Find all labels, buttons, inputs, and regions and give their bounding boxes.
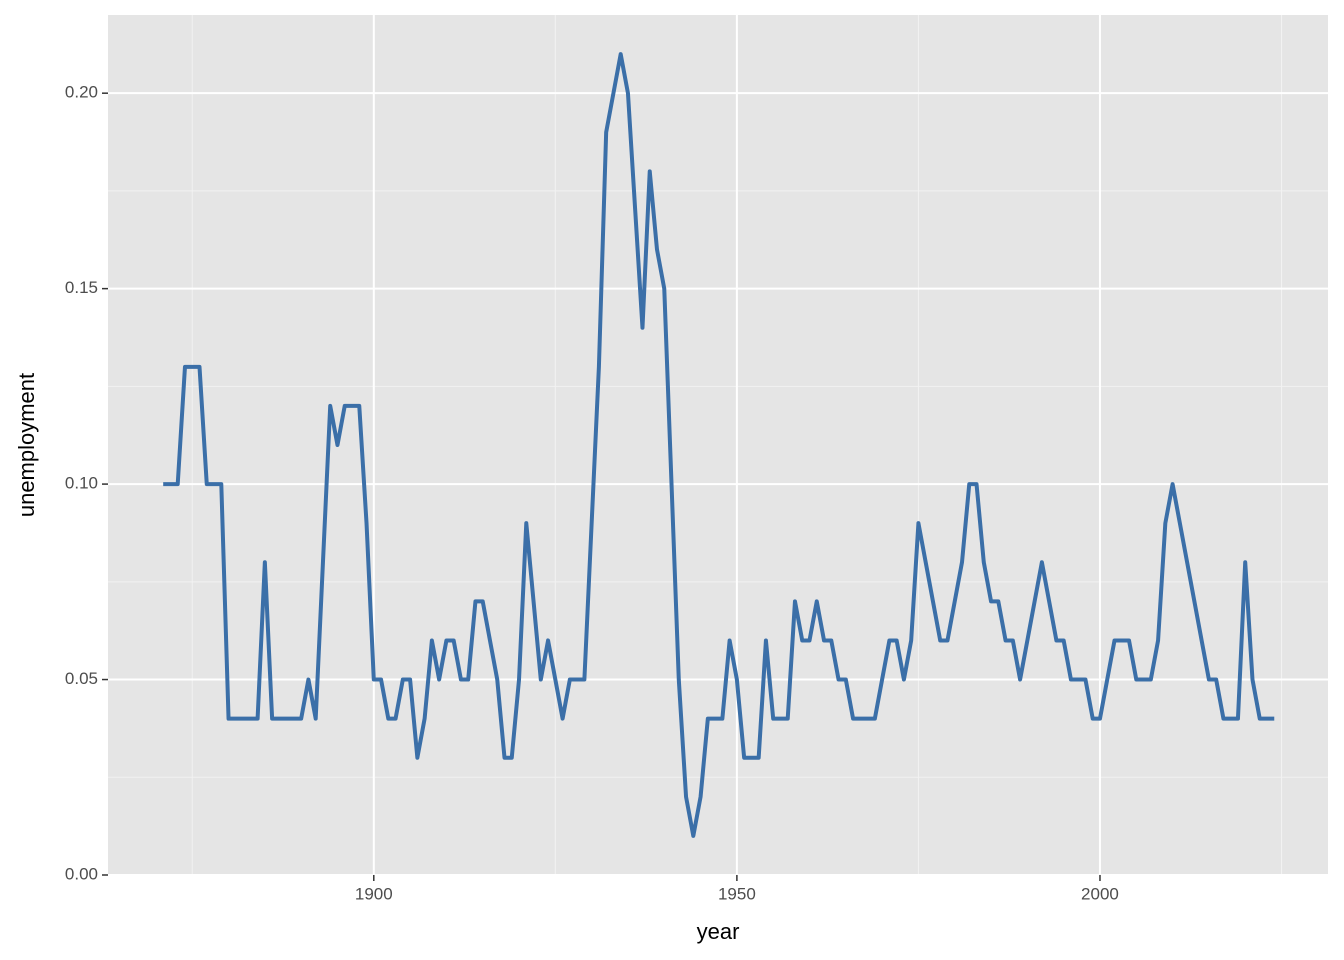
y-tick-label: 0.20 <box>65 83 98 102</box>
x-tick-label: 1950 <box>718 884 756 903</box>
data-line <box>163 52 1275 838</box>
x-tick-label: 1900 <box>355 884 393 903</box>
y-axis-title: unemployment <box>14 373 39 517</box>
y-tick-label: 0.00 <box>65 864 98 883</box>
y-tick-label: 0.15 <box>65 278 98 297</box>
y-tick-label: 0.05 <box>65 669 98 688</box>
y-tick-label: 0.10 <box>65 474 98 493</box>
x-tick-label: 2000 <box>1081 884 1119 903</box>
panel <box>108 15 1328 875</box>
x-axis-title: year <box>697 919 740 944</box>
